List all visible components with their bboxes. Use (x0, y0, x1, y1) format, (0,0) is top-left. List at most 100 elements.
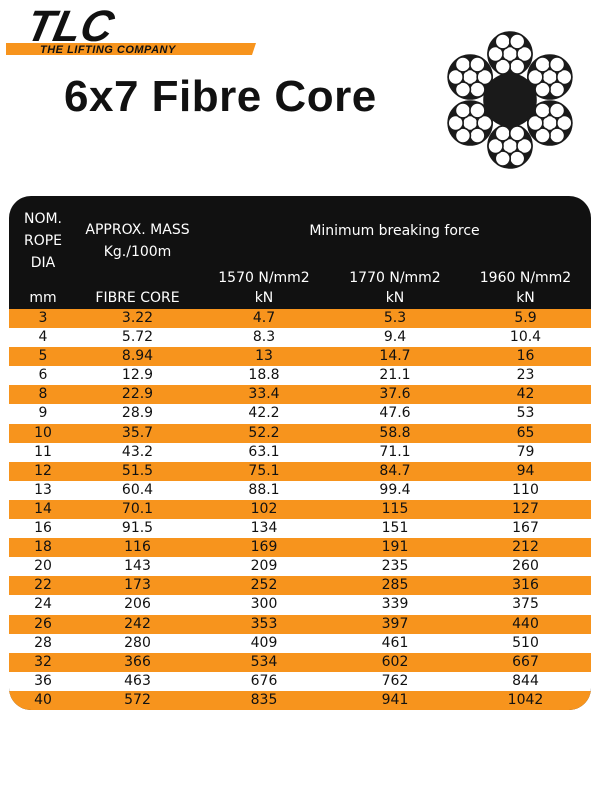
header-grade-1770: 1770 N/mm2 (349, 270, 441, 286)
logo-tagline: THE LIFTING COMPANY (40, 44, 177, 56)
cell-dia: 22 (34, 577, 52, 594)
cell-dia: 16 (34, 520, 52, 537)
cell-force-1960: 167 (512, 520, 539, 537)
cell-force-1570: 42.2 (248, 405, 280, 422)
header-grade-1960: 1960 N/mm2 (479, 270, 572, 286)
cell-force-1770: 5.3 (383, 310, 407, 326)
cell-force-1570: 134 (250, 520, 278, 537)
cell-mass: 51.5 (121, 462, 154, 479)
table-row: 5 8.94 13 14.7 16 (9, 347, 591, 367)
cell-force-1960: 23 (516, 367, 535, 384)
cell-mass: 22.9 (121, 386, 154, 403)
cell-mass: 35.7 (121, 424, 154, 441)
cell-force-1960: 440 (512, 615, 539, 632)
cell-dia: 10 (34, 424, 52, 441)
cell-dia: 12 (34, 462, 52, 479)
cell-mass: 242 (124, 615, 151, 632)
cell-force-1770: 37.6 (379, 386, 411, 403)
cell-force-1960: 844 (512, 672, 539, 689)
cell-dia: 36 (34, 672, 52, 689)
table-row: 36 463 676 762 844 (9, 671, 591, 691)
cell-force-1770: 397 (381, 615, 409, 632)
cell-mass: 366 (124, 653, 151, 670)
table-row: 18 116 169 191 212 (9, 538, 591, 558)
table-row: 4 5.72 8.3 9.4 10.4 (9, 328, 591, 348)
cell-force-1770: 58.8 (379, 424, 411, 441)
cell-force-1960: 510 (512, 634, 539, 651)
cell-force-1960: 42 (516, 386, 535, 403)
cell-force-1570: 252 (250, 577, 278, 594)
table-body: 3 3.22 4.7 5.3 5.9 4 5.72 8.3 9.4 10.4 5 8.94 13 14.7… (9, 309, 591, 710)
cell-force-1570: 8.3 (252, 329, 276, 346)
table-row: 3 3.22 4.7 5.3 5.9 (9, 309, 591, 329)
table-row: 13 60.4 88.1 99.4 110 (9, 480, 591, 500)
cell-dia: 24 (34, 596, 52, 613)
cell-force-1770: 14.7 (379, 348, 411, 365)
cell-force-1770: 47.6 (379, 405, 411, 422)
cell-force-1960: 260 (512, 558, 539, 575)
table-row: 26 242 353 397 440 (9, 614, 591, 634)
header-nom: NOM. (23, 211, 63, 227)
table-row: 14 70.1 102 115 127 (9, 499, 591, 520)
cell-force-1570: 300 (250, 596, 278, 613)
cell-force-1770: 762 (381, 672, 409, 689)
table-row: 24 206 300 339 375 (9, 595, 591, 615)
cell-force-1570: 4.7 (252, 310, 276, 326)
tlc-logo: TLC THE LIFTING COMPANY (6, 5, 256, 56)
cell-dia: 14 (34, 500, 52, 517)
header-unit-1770: kN (385, 290, 405, 306)
cell-force-1770: 99.4 (379, 481, 411, 498)
cell-force-1960: 94 (516, 462, 535, 479)
cell-mass: 60.4 (121, 481, 154, 498)
cell-mass: 28.9 (121, 405, 154, 422)
cell-force-1960: 316 (512, 577, 539, 594)
cell-force-1570: 409 (250, 634, 278, 651)
cell-dia: 9 (38, 405, 48, 422)
cell-force-1960: 79 (516, 443, 535, 460)
cell-force-1770: 285 (381, 577, 409, 594)
cell-force-1770: 115 (381, 500, 409, 517)
cell-mass: 91.5 (121, 520, 154, 537)
header-rope: ROPE (23, 233, 63, 249)
cell-mass: 43.2 (121, 443, 154, 460)
cell-force-1960: 667 (512, 653, 539, 670)
header-fibre-core: FIBRE CORE (95, 290, 180, 306)
cell-dia: 5 (38, 348, 48, 365)
cell-force-1570: 13 (255, 348, 273, 365)
breaking-force-table: NOM. ROPE DIA mm APPROX. MASS Kg./100m F… (9, 196, 591, 710)
rope-cross-section-icon (447, 31, 573, 169)
cell-force-1770: 9.4 (383, 329, 407, 346)
table-row: 28 280 409 461 510 (9, 633, 591, 653)
cell-force-1770: 602 (381, 653, 409, 670)
cell-mass: 12.9 (121, 367, 154, 384)
cell-mass: 572 (124, 691, 151, 708)
cell-force-1960: 375 (512, 596, 539, 613)
header-unit-1570: kN (254, 290, 274, 306)
cell-dia: 28 (34, 634, 52, 651)
cell-force-1570: 88.1 (248, 481, 280, 498)
header-min-breaking-force: Minimum breaking force (309, 223, 480, 239)
cell-mass: 3.22 (121, 310, 154, 326)
cell-dia: 3 (38, 310, 48, 326)
table-row: 11 43.2 63.1 71.1 79 (9, 442, 591, 462)
cell-force-1770: 21.1 (379, 367, 411, 384)
cell-force-1770: 151 (381, 520, 409, 537)
header-approx-mass: APPROX. MASS (85, 222, 190, 238)
cell-force-1570: 835 (250, 691, 278, 708)
cell-force-1960: 53 (516, 405, 535, 422)
table-row: 16 91.5 134 151 167 (9, 519, 591, 539)
cell-force-1570: 52.2 (248, 424, 280, 441)
table-row: 32 366 534 602 667 (9, 652, 591, 672)
cell-mass: 5.72 (121, 329, 154, 346)
cell-mass: 463 (124, 672, 151, 689)
table-row: 6 12.9 18.8 21.1 23 (9, 366, 591, 386)
cell-force-1770: 191 (381, 539, 409, 556)
cell-dia: 26 (34, 615, 52, 632)
cell-mass: 116 (124, 539, 151, 556)
cell-force-1570: 676 (250, 672, 278, 689)
cell-dia: 18 (34, 539, 52, 556)
table-row: 10 35.7 52.2 58.8 65 (9, 423, 591, 443)
cell-force-1960: 65 (516, 424, 535, 441)
cell-force-1770: 235 (381, 558, 409, 575)
page-title: 6x7 Fibre Core (64, 72, 377, 121)
